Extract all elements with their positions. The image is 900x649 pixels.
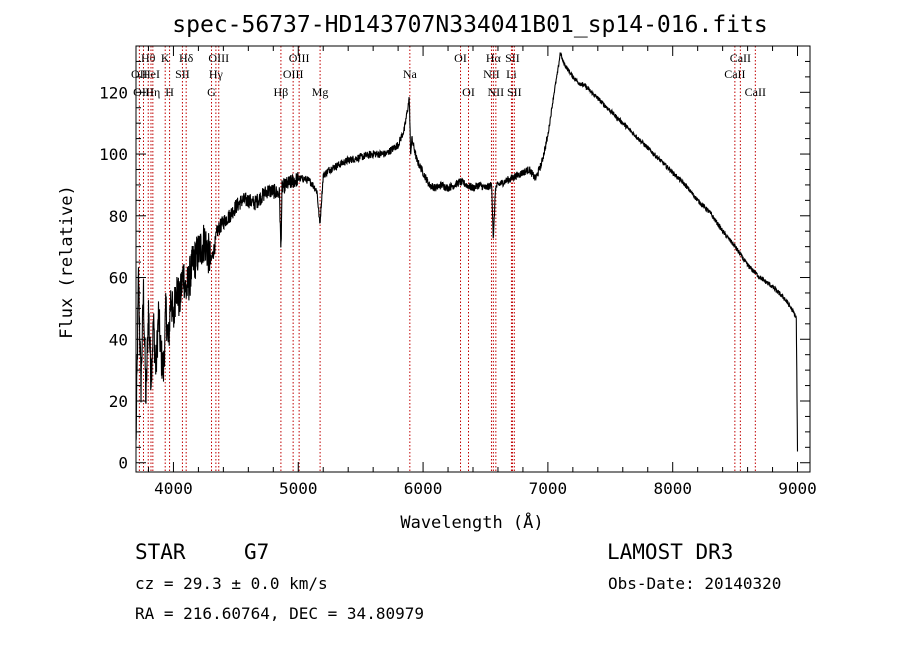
x-tick-label: 7000 xyxy=(529,479,568,498)
x-axis-label: Wavelength (Å) xyxy=(400,511,543,533)
line-marker-label: SII xyxy=(175,67,190,81)
axis-ticks: 4000 5000 6000 7000 8000 9000 0 20 40 60 80 100 120 xyxy=(99,46,817,498)
y-tick-label: 20 xyxy=(109,392,128,411)
line-marker-label: Hα xyxy=(486,51,502,65)
y-tick-label: 80 xyxy=(109,207,128,226)
x-tick-label: 4000 xyxy=(154,479,193,498)
line-marker-label: Hθ xyxy=(141,51,156,65)
line-marker-label: OI xyxy=(462,85,475,99)
object-type: STAR xyxy=(135,540,186,564)
survey-name: LAMOST DR3 xyxy=(607,540,734,564)
line-marker-label: CaII xyxy=(724,67,745,81)
line-marker-label: Hγ xyxy=(209,67,224,81)
line-marker-label: G xyxy=(207,85,216,99)
line-marker-label: OIII xyxy=(208,51,229,65)
x-tick-label: 9000 xyxy=(778,479,817,498)
line-marker-label: OIII xyxy=(289,51,310,65)
line-marker-label: SII xyxy=(507,85,522,99)
y-tick-label: 40 xyxy=(109,330,128,349)
line-marker-label: HeI xyxy=(142,67,160,81)
spectral-subclass: G7 xyxy=(244,540,270,564)
line-marker-label: Li xyxy=(506,67,517,81)
x-tick-label: 8000 xyxy=(653,479,692,498)
line-marker-label: CaII xyxy=(745,85,766,99)
line-marker-label: H xyxy=(165,85,174,99)
y-axis-label: Flux (relative) xyxy=(57,185,77,339)
line-marker-label: NII xyxy=(483,67,500,81)
coordinates: RA = 216.60764, DEC = 34.80979 xyxy=(135,604,424,623)
line-marker-label: Na xyxy=(403,67,418,81)
line-marker-label: Mg xyxy=(312,85,329,99)
observation-date: Obs-Date: 20140320 xyxy=(608,574,782,593)
line-markers: OIIOIIIHθHeIHηKHSIIHδGHγOIIIHβOIIIOIIIMg… xyxy=(131,46,766,472)
line-marker-label: SII xyxy=(505,51,520,65)
line-marker-label: OIII xyxy=(283,67,304,81)
line-marker-label: Hη xyxy=(145,85,160,99)
line-marker-label: OI xyxy=(454,51,467,65)
x-tick-label: 5000 xyxy=(279,479,318,498)
line-marker-label: Hβ xyxy=(274,85,289,99)
line-marker-label: Hδ xyxy=(179,51,194,65)
line-marker-label: K xyxy=(161,51,170,65)
redshift-value: cz = 29.3 ± 0.0 km/s xyxy=(135,574,328,593)
x-tick-label: 6000 xyxy=(404,479,443,498)
y-tick-label: 100 xyxy=(99,145,128,164)
spectrum-line xyxy=(135,52,799,452)
y-tick-label: 120 xyxy=(99,83,128,102)
y-tick-label: 60 xyxy=(109,269,128,288)
y-tick-label: 0 xyxy=(118,454,128,473)
plot-frame xyxy=(135,45,811,473)
chart-title: spec-56737-HD143707N334041B01_sp14-016.f… xyxy=(172,12,767,38)
line-marker-label: NII xyxy=(488,85,505,99)
line-marker-label: CaII xyxy=(730,51,751,65)
